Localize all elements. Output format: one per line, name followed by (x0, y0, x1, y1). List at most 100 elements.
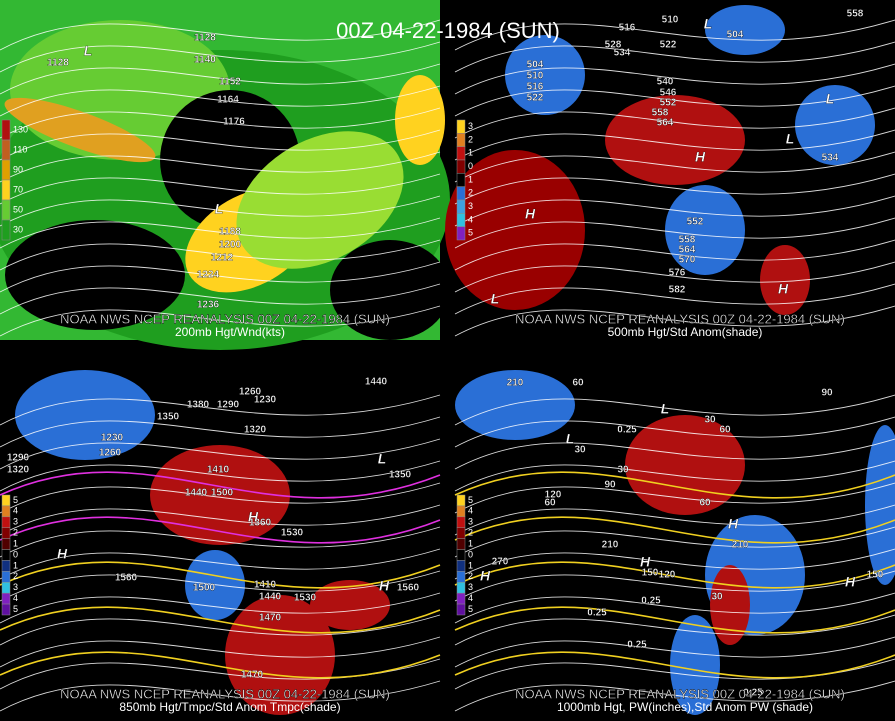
contour-line (454, 482, 895, 514)
contour-label: 1290 (7, 453, 30, 464)
contour-label: 0.25 (743, 688, 763, 699)
contour-label: 1224 (197, 270, 220, 281)
anomaly-shading (445, 150, 585, 310)
contour-label: 1470 (241, 670, 264, 681)
legend-swatch (456, 571, 466, 583)
contour-label: 60 (699, 498, 711, 509)
anomaly-shading (310, 580, 390, 630)
legend-swatch (456, 549, 466, 561)
contour-label: 1410 (207, 465, 230, 476)
contour-label: 1440 (185, 488, 208, 499)
legend-swatch (456, 159, 466, 174)
pressure-center: H (57, 546, 68, 562)
contour-label: 0.25 (641, 596, 661, 607)
anomaly-shading (395, 75, 445, 165)
contour-label: 60 (719, 425, 731, 436)
contour-label: 60 (544, 498, 556, 509)
isotherm-line (454, 561, 895, 589)
contour-line (0, 570, 441, 602)
contour-label: 1152 (219, 77, 241, 88)
isotherm-line (454, 516, 895, 544)
legend-label: 3 (468, 201, 473, 211)
legend-label: 2 (468, 528, 473, 538)
contour-line (454, 680, 895, 712)
contour-line (0, 85, 441, 117)
legend-label: 3 (468, 582, 473, 592)
contour-label: 1350 (157, 412, 180, 423)
contour-label: 1320 (7, 465, 30, 476)
contour-label: 270 (492, 557, 509, 568)
pressure-center: H (845, 574, 856, 590)
contour-line (0, 151, 441, 183)
map-title: 00Z 04-22-1984 (SUN) (336, 18, 560, 43)
contour-label: 1230 (254, 395, 277, 406)
pressure-center: H (480, 568, 491, 584)
contour-line (454, 548, 895, 580)
pressure-center: L (215, 201, 224, 217)
contour-line (0, 482, 441, 514)
pressure-center: L (491, 291, 500, 307)
contour-label: 1200 (219, 240, 242, 251)
contour-line (454, 504, 895, 536)
anomaly-shading (605, 95, 745, 185)
contour-label: 1360 (249, 518, 272, 529)
contour-label: 504 (727, 30, 744, 41)
legend-label: 4 (468, 214, 473, 224)
contour-line (0, 239, 441, 271)
legend-label: 3 (468, 121, 473, 131)
contour-label: 1560 (115, 573, 138, 584)
pressure-center: H (728, 516, 739, 532)
contour-label: 522 (527, 93, 544, 104)
contour-label: 570 (679, 255, 696, 266)
legend-label: 5 (468, 604, 473, 614)
contour-line (454, 570, 895, 602)
contour-label: 1380 (187, 400, 210, 411)
contour-line (454, 261, 895, 293)
contour-label: 1164 (217, 95, 239, 106)
anomaly-shading (865, 425, 895, 585)
anomaly-shading (505, 35, 585, 115)
contour-line (454, 239, 895, 271)
contour-line (0, 416, 441, 448)
legend-swatch (1, 538, 11, 550)
contour-label: 1500 (193, 583, 216, 594)
legend-label: 0 (468, 161, 473, 171)
legend-swatch (456, 146, 466, 161)
panel-credit: NOAA NWS NCEP REANALYSIS 00Z 04-22-1984 … (60, 311, 390, 326)
contour-line (0, 438, 441, 470)
legend-label: 4 (468, 593, 473, 603)
contour-label: 510 (662, 15, 679, 26)
legend-swatch (1, 603, 11, 616)
legend-swatch (1, 592, 11, 605)
map-panel: 3210123455045105165225285345165225105045… (445, 0, 895, 340)
contour-label: 120 (659, 570, 676, 581)
contour-label: 546 (660, 88, 677, 99)
panel-caption: 200mb Hgt/Wnd(kts) (175, 325, 285, 339)
contour-label: 564 (657, 118, 674, 129)
legend-label: 5 (13, 495, 18, 505)
contour-line (454, 41, 895, 73)
legend-swatch (456, 133, 466, 147)
pressure-center: H (379, 578, 390, 594)
contour-line (454, 283, 895, 315)
contour-label: 558 (847, 9, 864, 20)
contour-label: 1320 (244, 425, 267, 436)
contour-label: 90 (604, 480, 616, 491)
legend-swatch (1, 159, 11, 181)
contour-line (0, 526, 441, 558)
legend-swatch (456, 603, 466, 616)
contour-label: 582 (669, 285, 686, 296)
legend-label: 4 (13, 506, 18, 516)
pressure-center: L (566, 431, 575, 447)
contour-line (0, 217, 441, 249)
contour-label: 540 (657, 77, 674, 88)
contour-label: 120 (545, 490, 562, 501)
contour-label: 1140 (194, 55, 216, 66)
legend-swatch (456, 173, 466, 187)
legend-label: 1 (13, 560, 18, 570)
contour-label: 1500 (211, 488, 234, 499)
legend-swatch (1, 119, 11, 141)
contour-label: 564 (679, 245, 696, 256)
isotherm-line (454, 471, 895, 499)
contour-label: 1290 (217, 400, 240, 411)
